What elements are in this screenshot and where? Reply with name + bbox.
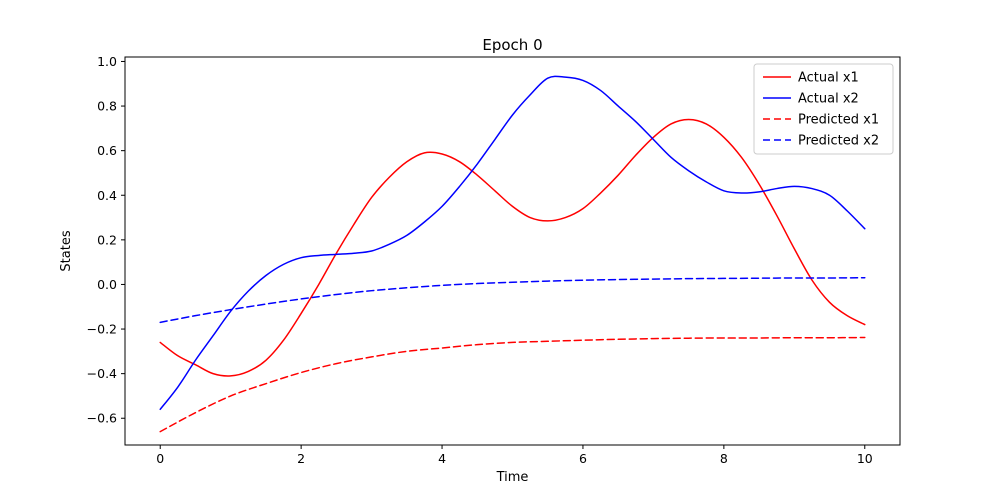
chart-title: Epoch 0 [482,36,543,54]
x-axis-label: Time [496,470,529,485]
series-actual-x2 [159,75,866,411]
y-tick-label: −0.2 [87,322,117,337]
x-tick-label: 0 [156,451,164,466]
y-tick-label: −0.6 [87,411,117,426]
y-tick-label: 0.8 [97,99,117,114]
legend-label-actual-x2: Actual x2 [798,92,859,107]
series-predicted-x2 [159,277,866,324]
series-predicted-x1 [159,336,866,433]
legend-label-actual-x1: Actual x1 [798,71,859,86]
y-tick-label: 0.4 [97,188,117,203]
y-tick-label: 0.6 [97,143,117,158]
y-tick-label: −0.4 [87,366,117,381]
y-tick-label: 0.2 [97,232,117,247]
x-tick-label: 6 [579,451,587,466]
y-tick-label: 1.0 [97,54,117,69]
series-actual-x1 [159,118,866,377]
legend-label-predicted-x2: Predicted x2 [798,134,879,149]
y-axis-label: States [59,230,74,272]
axes-box [124,56,901,446]
x-tick-label: 4 [438,451,446,466]
y-tick-label: 0.0 [97,277,117,292]
legend-label-predicted-x1: Predicted x1 [798,113,879,128]
x-tick-label: 10 [857,451,873,466]
x-tick-label: 8 [720,451,728,466]
legend-box [753,63,894,155]
x-tick-label: 2 [297,451,305,466]
